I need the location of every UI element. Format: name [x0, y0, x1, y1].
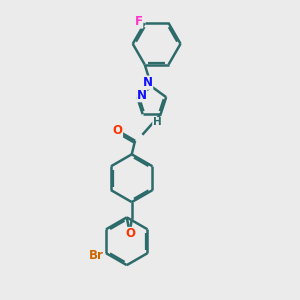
Text: H: H — [153, 118, 161, 128]
Text: F: F — [135, 15, 143, 28]
Text: Br: Br — [89, 249, 104, 262]
Text: O: O — [125, 227, 135, 240]
Text: O: O — [112, 124, 122, 137]
Text: N: N — [143, 76, 153, 89]
Text: N: N — [137, 89, 147, 102]
